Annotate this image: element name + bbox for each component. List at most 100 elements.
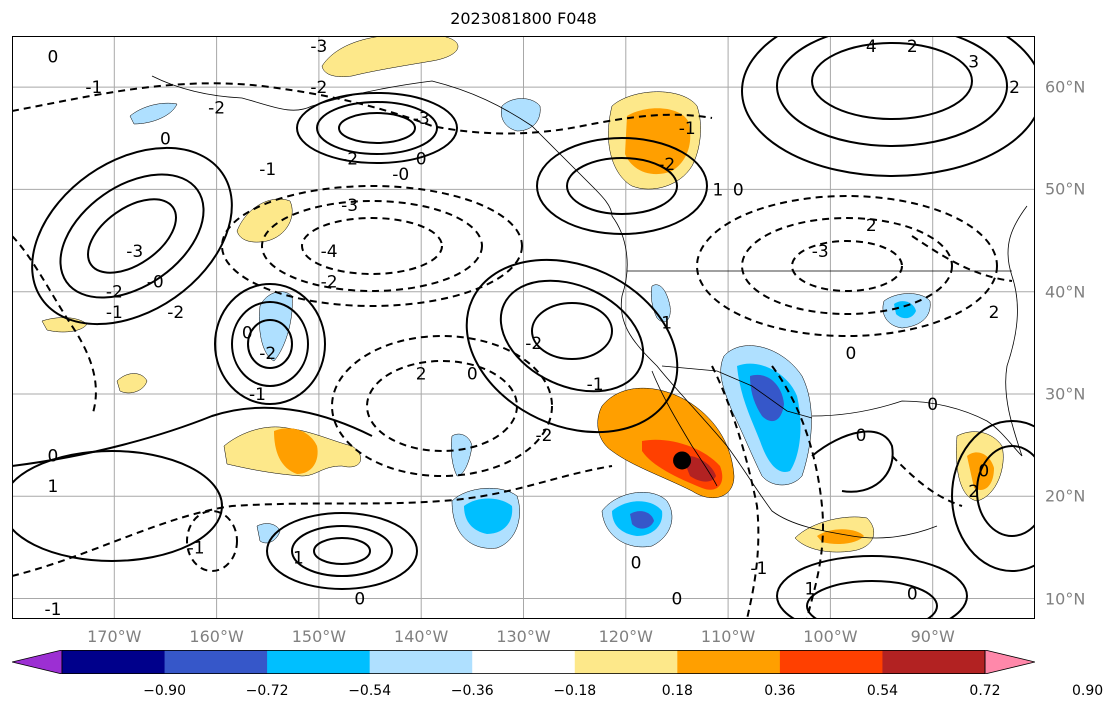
latitude-tick-label: 60°N (1045, 77, 1086, 97)
contour-label: -1 (587, 375, 604, 395)
neg-contour-low-1b (261, 200, 483, 292)
shaded-anomalies (41, 36, 1004, 553)
coastline-baja (651, 370, 718, 487)
colorbar-tick-label: 0.18 (661, 683, 693, 699)
latitude-tick-label: 10°N (1045, 589, 1086, 609)
contour-label: 1 (805, 579, 816, 599)
coastlines (151, 75, 1028, 539)
coastline-alaska (151, 75, 613, 217)
contour-label: 1 (661, 313, 672, 333)
contour-label: -2 (525, 334, 542, 354)
pos-contour-high-1c (338, 112, 416, 144)
pos-contour-high-4b (291, 525, 393, 577)
warm-blob-small-3 (116, 373, 148, 394)
contour-label: -2 (259, 344, 276, 364)
colorbar-segment (779, 650, 883, 674)
cold-blob-us-core (894, 301, 916, 319)
colorbar-tick-label: −0.54 (348, 683, 392, 699)
contour-label: -2 (208, 99, 225, 119)
contour-label: -0 (392, 165, 409, 185)
positive-contours (12, 36, 1035, 619)
coastline-gulf (811, 400, 1023, 457)
neg-contour-gulf (891, 455, 963, 507)
contour-label: 0 (672, 590, 683, 610)
warm-blob-top (321, 36, 459, 77)
contour-label: -1 (44, 600, 61, 619)
cold-blob-alaska (501, 98, 541, 132)
contour-label: -2 (310, 78, 327, 98)
pos-contour-high-9b (806, 580, 938, 619)
contour-label: 0 (48, 446, 59, 466)
warm-blob-central-america-core (817, 529, 864, 544)
pos-contour-ring-mexico (811, 430, 894, 493)
neg-contour-low-2a (696, 195, 998, 337)
neg-contour-band-south (12, 465, 613, 577)
neg-contour-band-north (12, 82, 713, 135)
contour-label: 0 (856, 426, 867, 446)
coastline-west-coast (611, 215, 938, 539)
pos-contour-high-9a (776, 555, 968, 619)
longitude-tick-label: 140°W (394, 627, 449, 646)
colorbar-tick-label: −0.72 (245, 683, 289, 699)
pos-contour-ne-pacific (12, 450, 223, 562)
pos-contour-high-8a (951, 420, 1035, 572)
neg-contour-pacific-small (186, 510, 238, 572)
latitude-tick-label: 20°N (1045, 486, 1086, 506)
contour-label: 3 (968, 53, 979, 73)
contour-label: -1 (85, 78, 102, 98)
contour-label: -1 (249, 385, 266, 405)
latitude-tick-label: 50°N (1045, 179, 1086, 199)
contour-label: 2 (989, 303, 1000, 323)
contour-label: 2 (968, 482, 979, 502)
contour-label: 0 (733, 180, 744, 200)
contour-label: 1 (293, 549, 304, 569)
pos-contour-high-4a (266, 512, 418, 590)
contour-label: -3 (310, 37, 327, 57)
pos-contour-high-8b (976, 445, 1035, 537)
latitude-tick-label: 30°N (1045, 384, 1086, 404)
colorbar-segment (472, 650, 576, 674)
pos-contour-high-2b (59, 173, 205, 299)
contour-label: -2 (535, 426, 552, 446)
map-title: 2023081800 F048 (450, 9, 597, 28)
colorbar-segment (267, 650, 371, 674)
longitude-tick-label: 160°W (189, 627, 244, 646)
coastline-east (1005, 205, 1028, 457)
contour-label: -0 (147, 272, 164, 292)
colorbar-extend-min (12, 650, 63, 674)
longitude-tick-label: 150°W (291, 627, 347, 646)
contour-label: 0 (978, 462, 989, 482)
contour-label: 0 (354, 590, 365, 610)
contour-label: -2 (658, 155, 675, 175)
pos-contour-high-2a (31, 146, 233, 326)
contour-label: -3 (812, 242, 829, 262)
neg-contour-low-2b (741, 217, 953, 315)
map-panel: 0-1-3-2-2-3-2 0-1 -0-3-4-20-3-2-0-1 -20-2-1… (12, 36, 1035, 619)
pos-contour-high-7c (811, 42, 973, 120)
cold-blob-small-1 (129, 102, 178, 125)
contour-label: -2 (341, 150, 358, 170)
contour-label: -4 (321, 242, 338, 262)
neg-contour-east-canada (911, 235, 1013, 282)
longitude-tick-label: 120°W (598, 627, 653, 646)
contour-label: -1 (750, 559, 767, 579)
latitude-tick-label: 40°N (1045, 282, 1086, 302)
negative-contours (12, 82, 1013, 619)
pos-contour-high-3b (231, 301, 309, 387)
contour-label: 2 (1009, 78, 1020, 98)
contour-label: 0 (242, 324, 253, 344)
colorbar-tick-label: −0.18 (553, 683, 597, 699)
neg-contour-low-3b (366, 360, 518, 452)
pos-contour-high-6b (566, 157, 678, 215)
contour-label: 1 (712, 180, 723, 200)
cold-blob-pacific-mid-core (464, 498, 513, 534)
contour-label: 0 (467, 365, 478, 385)
warm-blob-canada-core (625, 108, 691, 175)
colorbar (12, 650, 1035, 674)
neg-contour-mexico-1 (711, 365, 760, 619)
colorbar-tick-label: 0.90 (1071, 683, 1104, 699)
contour-label: 0 (845, 344, 856, 364)
colorbar-segment (574, 650, 678, 674)
contour-label: -1 (679, 119, 696, 139)
warm-blob-small-1 (236, 198, 293, 243)
